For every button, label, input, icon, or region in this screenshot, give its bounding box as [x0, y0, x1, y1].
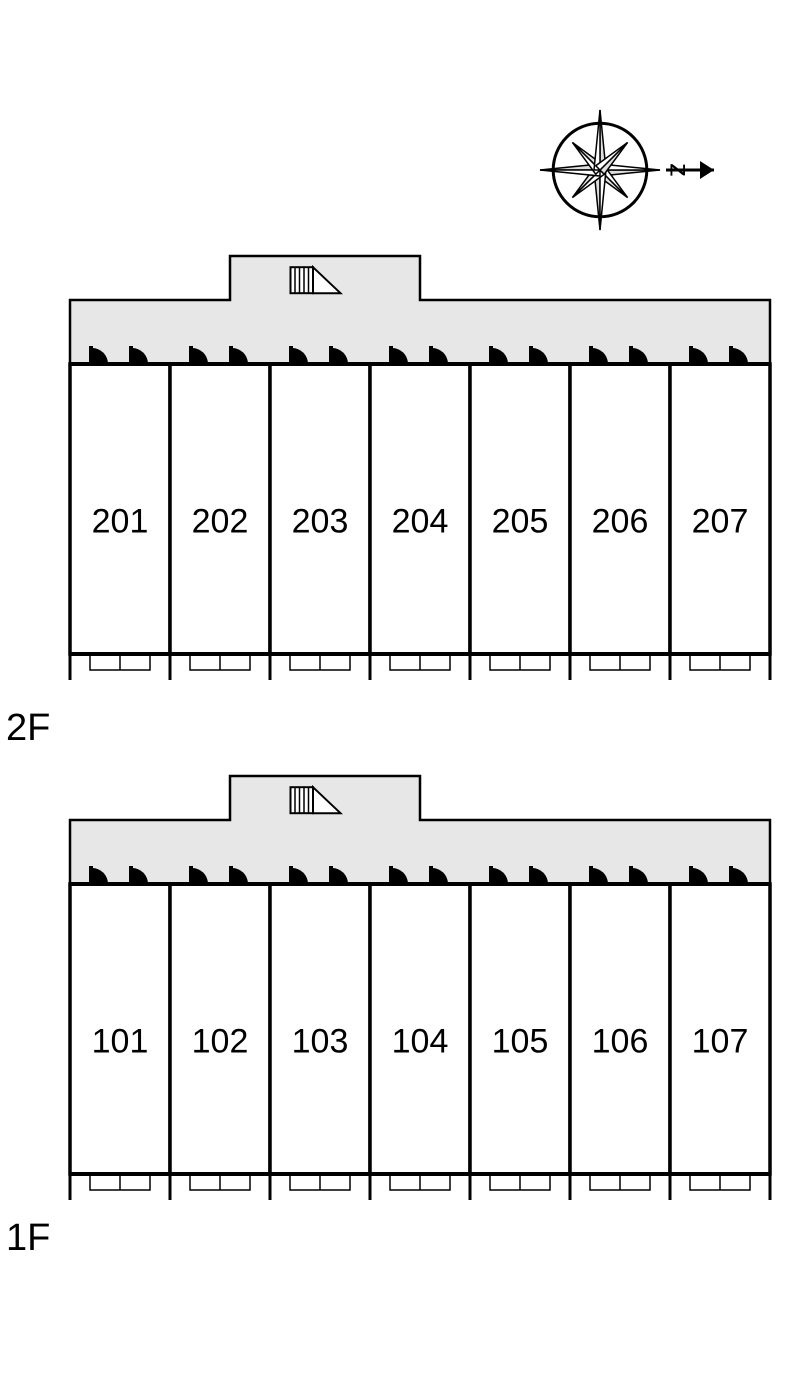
window-sill [170, 1174, 270, 1200]
room-label: 203 [292, 502, 349, 540]
room-label: 202 [192, 502, 249, 540]
floor-block: 201 202 203 204 205 206 207 2F [6, 256, 770, 749]
floorplan-canvas: 2012022032042052062072F10110210310410510… [0, 0, 800, 1381]
room-label: 207 [692, 502, 749, 540]
window-sill [670, 1174, 770, 1200]
window-sill [70, 654, 170, 680]
corridor [70, 256, 770, 364]
window-sill [70, 1174, 170, 1200]
window-sill [570, 654, 670, 680]
room-label: 106 [592, 1022, 649, 1060]
room-label: 102 [192, 1022, 249, 1060]
window-sill [470, 1174, 570, 1200]
window-sill [670, 654, 770, 680]
room-label: 105 [492, 1022, 549, 1060]
room-label: 205 [492, 502, 549, 540]
corridor [70, 776, 770, 884]
room-label: 101 [92, 1022, 149, 1060]
room-label: 104 [392, 1022, 449, 1060]
window-sill [570, 1174, 670, 1200]
room-label: 201 [92, 502, 149, 540]
compass-label: z [665, 163, 696, 177]
room-label: 204 [392, 502, 449, 540]
window-sill [370, 1174, 470, 1200]
floorplan-svg: 2012022032042052062072F10110210310410510… [0, 0, 800, 1381]
window-sill [270, 654, 370, 680]
compass-icon: z [540, 110, 714, 230]
window-sill [270, 1174, 370, 1200]
floor-label: 2F [6, 707, 50, 749]
room-label: 107 [692, 1022, 749, 1060]
window-sill [370, 654, 470, 680]
floor-label: 1F [6, 1217, 50, 1259]
window-sill [470, 654, 570, 680]
window-sill [170, 654, 270, 680]
floor-block: 101 102 103 104 105 106 107 1F [6, 776, 770, 1259]
room-label: 206 [592, 502, 649, 540]
room-label: 103 [292, 1022, 349, 1060]
